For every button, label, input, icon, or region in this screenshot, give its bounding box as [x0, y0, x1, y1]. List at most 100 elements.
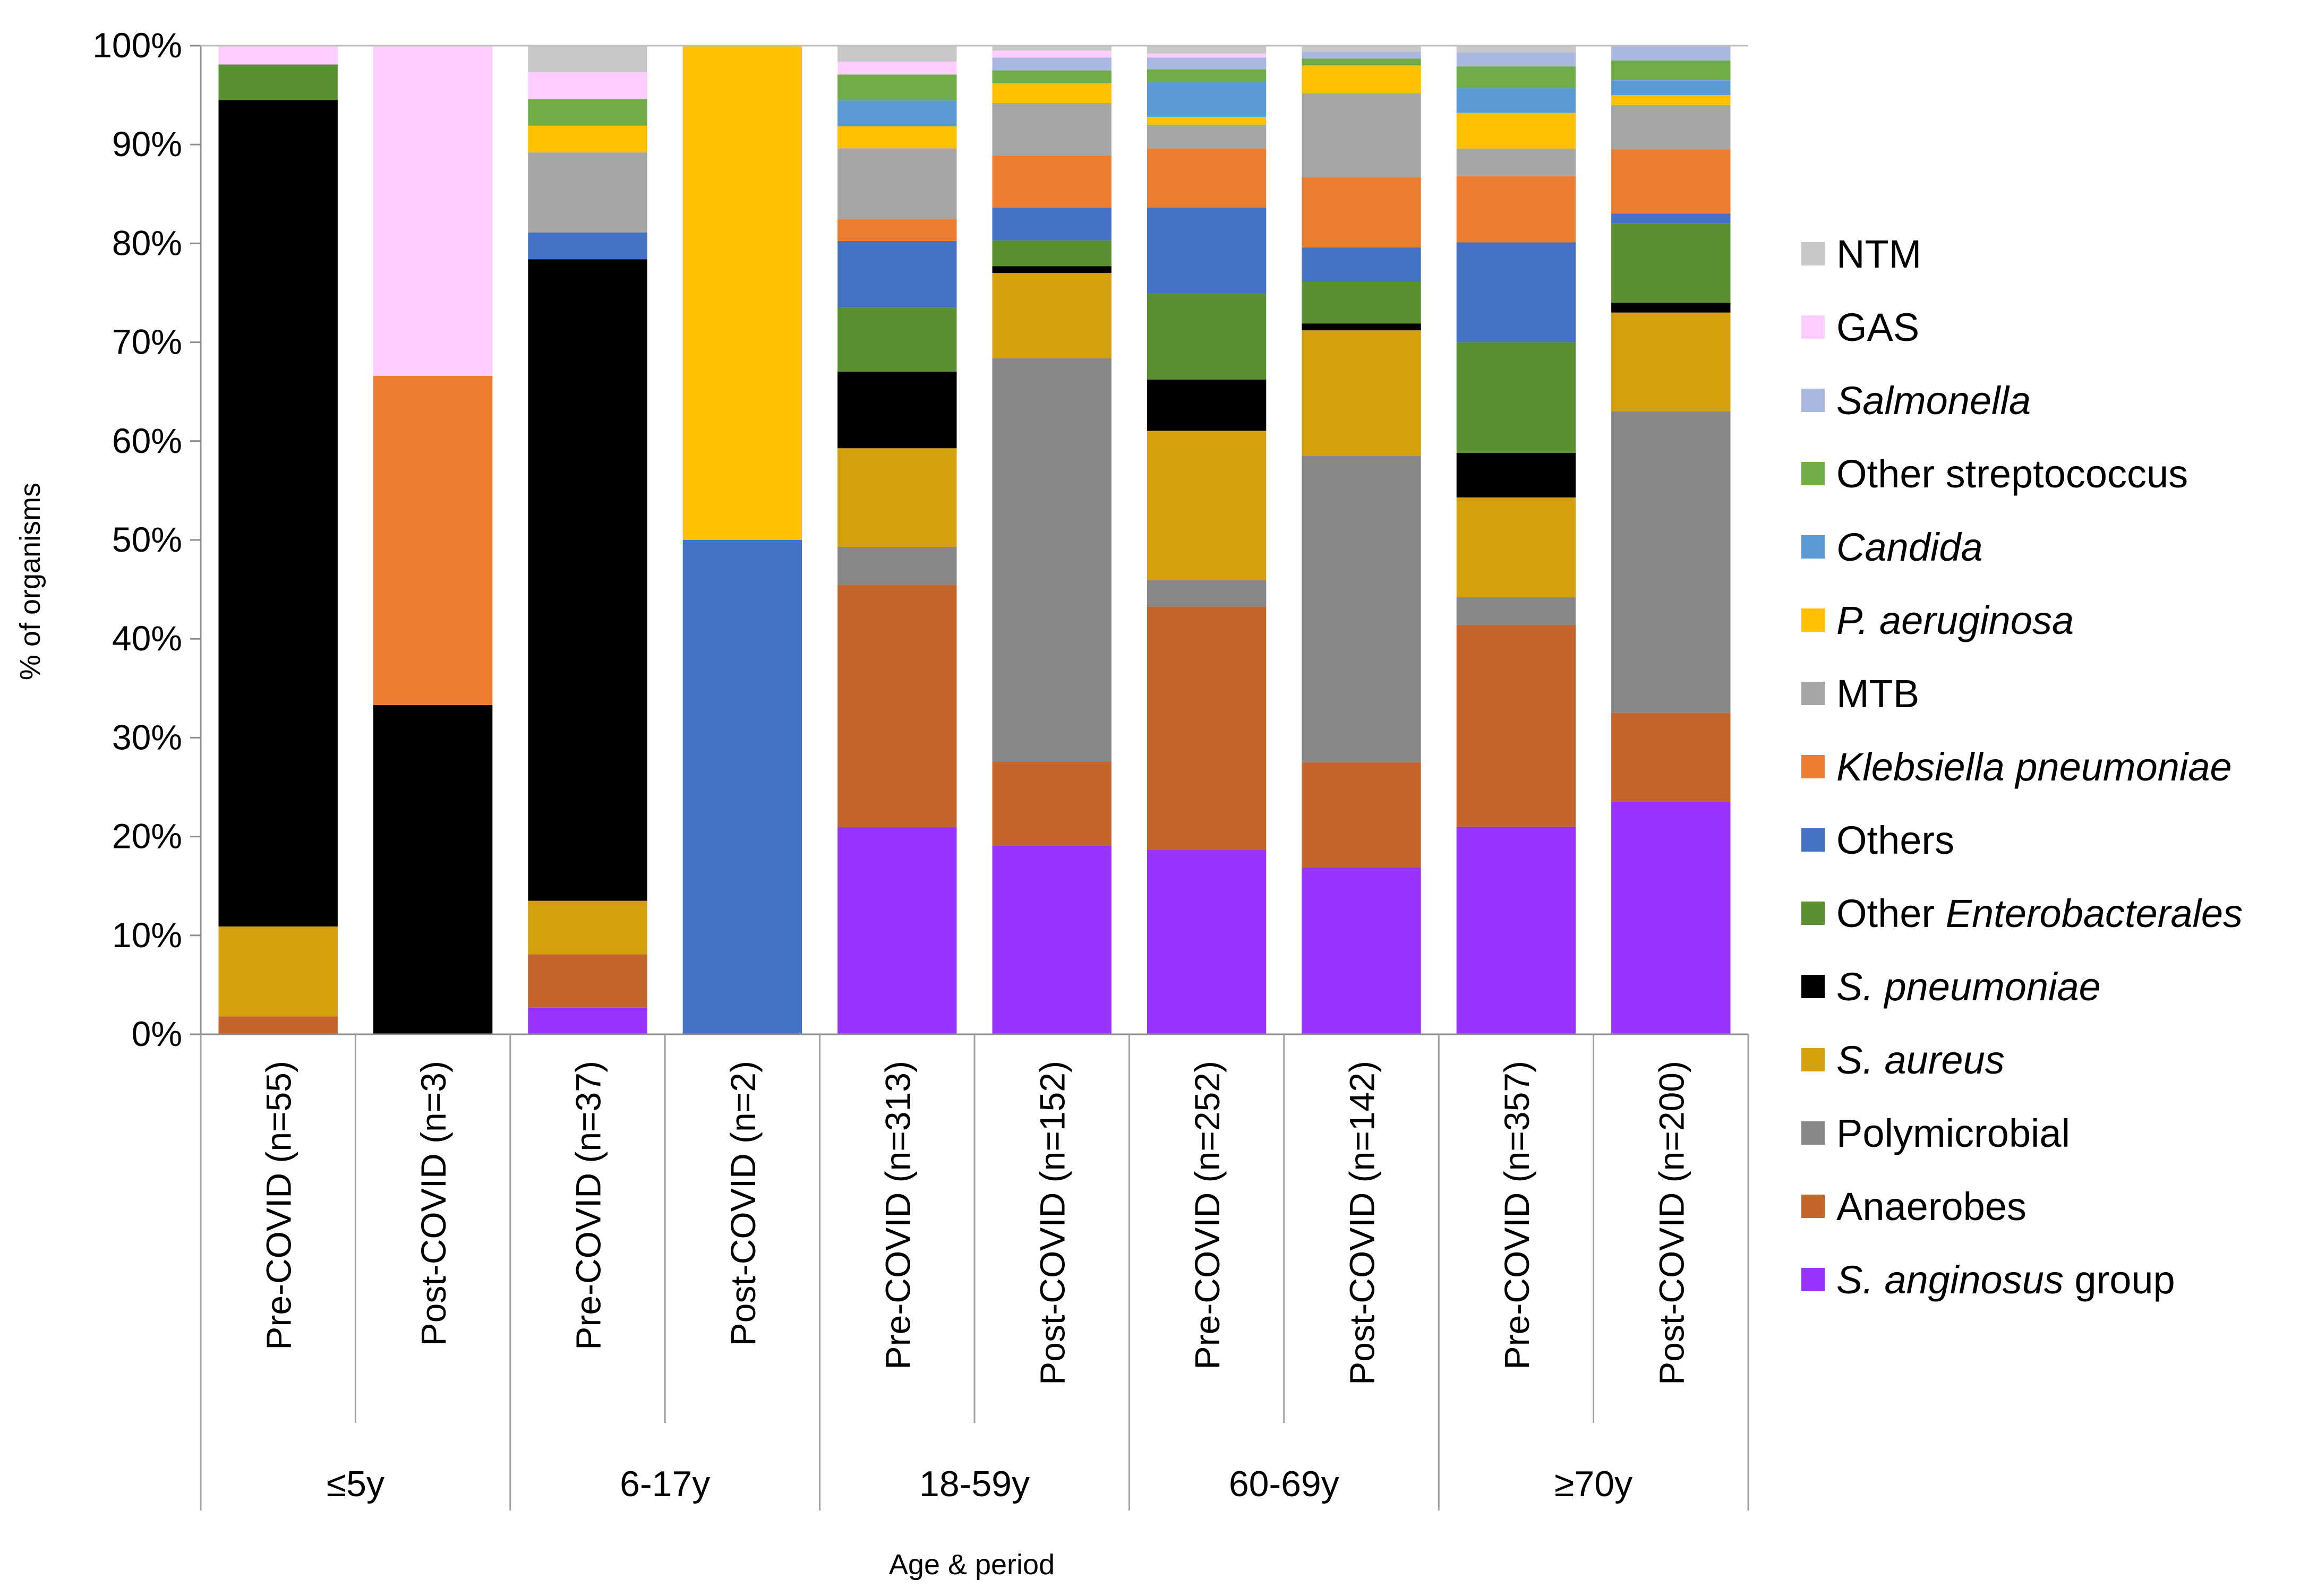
bar-segment	[992, 761, 1111, 846]
bar-segment	[1147, 850, 1267, 1034]
bar-segment	[528, 125, 647, 153]
legend-label: P. aeruginosa	[1836, 598, 2074, 642]
legend-swatch	[1801, 902, 1825, 925]
bar-segment	[837, 100, 957, 126]
bar-segment	[1456, 53, 1576, 67]
legend-label: S. anginosus group	[1836, 1258, 2175, 1302]
bar-segment	[1302, 65, 1421, 93]
x-group-label: ≤5y	[327, 1464, 384, 1504]
bar-segment	[992, 240, 1111, 267]
bar-segment	[528, 72, 647, 99]
legend-swatch	[1801, 1121, 1825, 1145]
bar-segment	[1147, 81, 1267, 117]
bar-segment	[837, 62, 957, 75]
bar-segment	[218, 1016, 338, 1034]
x-group-label: ≥70y	[1554, 1464, 1632, 1504]
bar-segment	[528, 900, 647, 955]
legend-swatch	[1801, 1048, 1825, 1071]
bar-segment	[1611, 713, 1731, 802]
bar-segment	[528, 954, 647, 1008]
bar-segment	[837, 547, 957, 585]
bar-segment	[837, 448, 957, 547]
bar-segment	[837, 585, 957, 827]
x-tick-label: Post-COVID (n=200)	[1652, 1061, 1691, 1385]
bar-segment	[1611, 303, 1731, 313]
bar-segment	[837, 148, 957, 219]
legend-label: S. pneumoniae	[1836, 965, 2101, 1009]
bar-segment	[992, 845, 1111, 1034]
legend-label: Polymicrobial	[1836, 1111, 2070, 1155]
y-axis-label: % of organisms	[14, 483, 46, 680]
x-tick-labels: Pre-COVID (n=55) Post-COVID (n=3) Pre-COVI…	[200, 1034, 1749, 1511]
legend-label: Salmonella	[1836, 379, 2031, 423]
bar-segment	[373, 46, 493, 376]
y-tick-label: 80%	[112, 223, 182, 262]
x-axis-label: Age & period	[889, 1549, 1055, 1581]
bar-segment	[373, 375, 493, 705]
bar-segment	[1302, 456, 1421, 762]
bar-segment	[682, 540, 802, 1034]
legend-label: Others	[1836, 818, 1954, 862]
bar-segment	[1147, 431, 1267, 580]
x-group-labels: ≤5y 6-17y 18-59y 60-69y ≥70y	[327, 1464, 1632, 1504]
bar-segment	[218, 46, 338, 65]
bar-segment	[992, 266, 1111, 273]
bar-segment	[1456, 46, 1576, 53]
y-tick-label: 30%	[112, 717, 182, 757]
bar-segment	[1147, 53, 1267, 58]
bar-segment	[992, 50, 1111, 58]
legend-swatch	[1801, 608, 1825, 632]
x-tick-label: Pre-COVID (n=37)	[569, 1061, 608, 1350]
y-tick-label: 50%	[112, 520, 182, 559]
legend-swatch	[1801, 315, 1825, 339]
bar-segment	[1456, 148, 1576, 176]
legend-label: Other Enterobacterales	[1836, 891, 2243, 936]
bar-segment	[837, 241, 957, 308]
bar-segment	[1456, 342, 1576, 453]
legend-label: Other streptococcus	[1836, 452, 2188, 496]
legend: NTM GAS Salmonella Other streptococcus Candi…	[1801, 232, 2243, 1302]
bar-segment	[992, 70, 1111, 83]
legend-label: Candida	[1836, 525, 1983, 569]
x-group-label: 60-69y	[1229, 1464, 1339, 1504]
bar-segment	[218, 926, 338, 1017]
bar-segment	[218, 64, 338, 100]
legend-swatch	[1801, 389, 1825, 412]
bar-segment	[682, 46, 802, 540]
x-tick-label: Pre-COVID (n=357)	[1497, 1061, 1536, 1369]
bar-segment	[1611, 224, 1731, 303]
bar-segment	[1147, 116, 1267, 125]
legend-swatch	[1801, 828, 1825, 852]
legend-label: NTM	[1836, 232, 1921, 276]
bar-segment	[218, 100, 338, 926]
legend-swatch	[1801, 535, 1825, 559]
bar-segment	[1611, 80, 1731, 96]
bar-segment	[1611, 411, 1731, 713]
bar-segment	[1611, 213, 1731, 224]
bar-segment	[1302, 46, 1421, 52]
bar-segment	[837, 307, 957, 372]
legend-swatch	[1801, 975, 1825, 998]
x-tick-label: Pre-COVID (n=252)	[1187, 1061, 1227, 1369]
bar-segment	[1147, 580, 1267, 607]
y-tick-label: 100%	[92, 25, 182, 65]
y-tick-label: 10%	[112, 915, 182, 955]
bar-segment	[1611, 312, 1731, 411]
bar-segment	[1302, 762, 1421, 868]
bar-segment	[1147, 379, 1267, 431]
legend-swatch	[1801, 462, 1825, 485]
bar-segment	[992, 57, 1111, 71]
bar-segment	[1611, 60, 1731, 81]
y-tick-label: 60%	[112, 421, 182, 460]
bar-segment	[1147, 606, 1267, 850]
bar-segment	[837, 827, 957, 1034]
bar-segment	[528, 99, 647, 126]
bar-segment	[1456, 113, 1576, 149]
y-tick-label: 40%	[112, 619, 182, 658]
bar-segment	[373, 705, 493, 1034]
x-tick-label: Post-COVID (n=2)	[723, 1061, 763, 1346]
bar-segment	[992, 208, 1111, 241]
bar-segment	[1456, 453, 1576, 497]
bar-segment	[1302, 323, 1421, 331]
